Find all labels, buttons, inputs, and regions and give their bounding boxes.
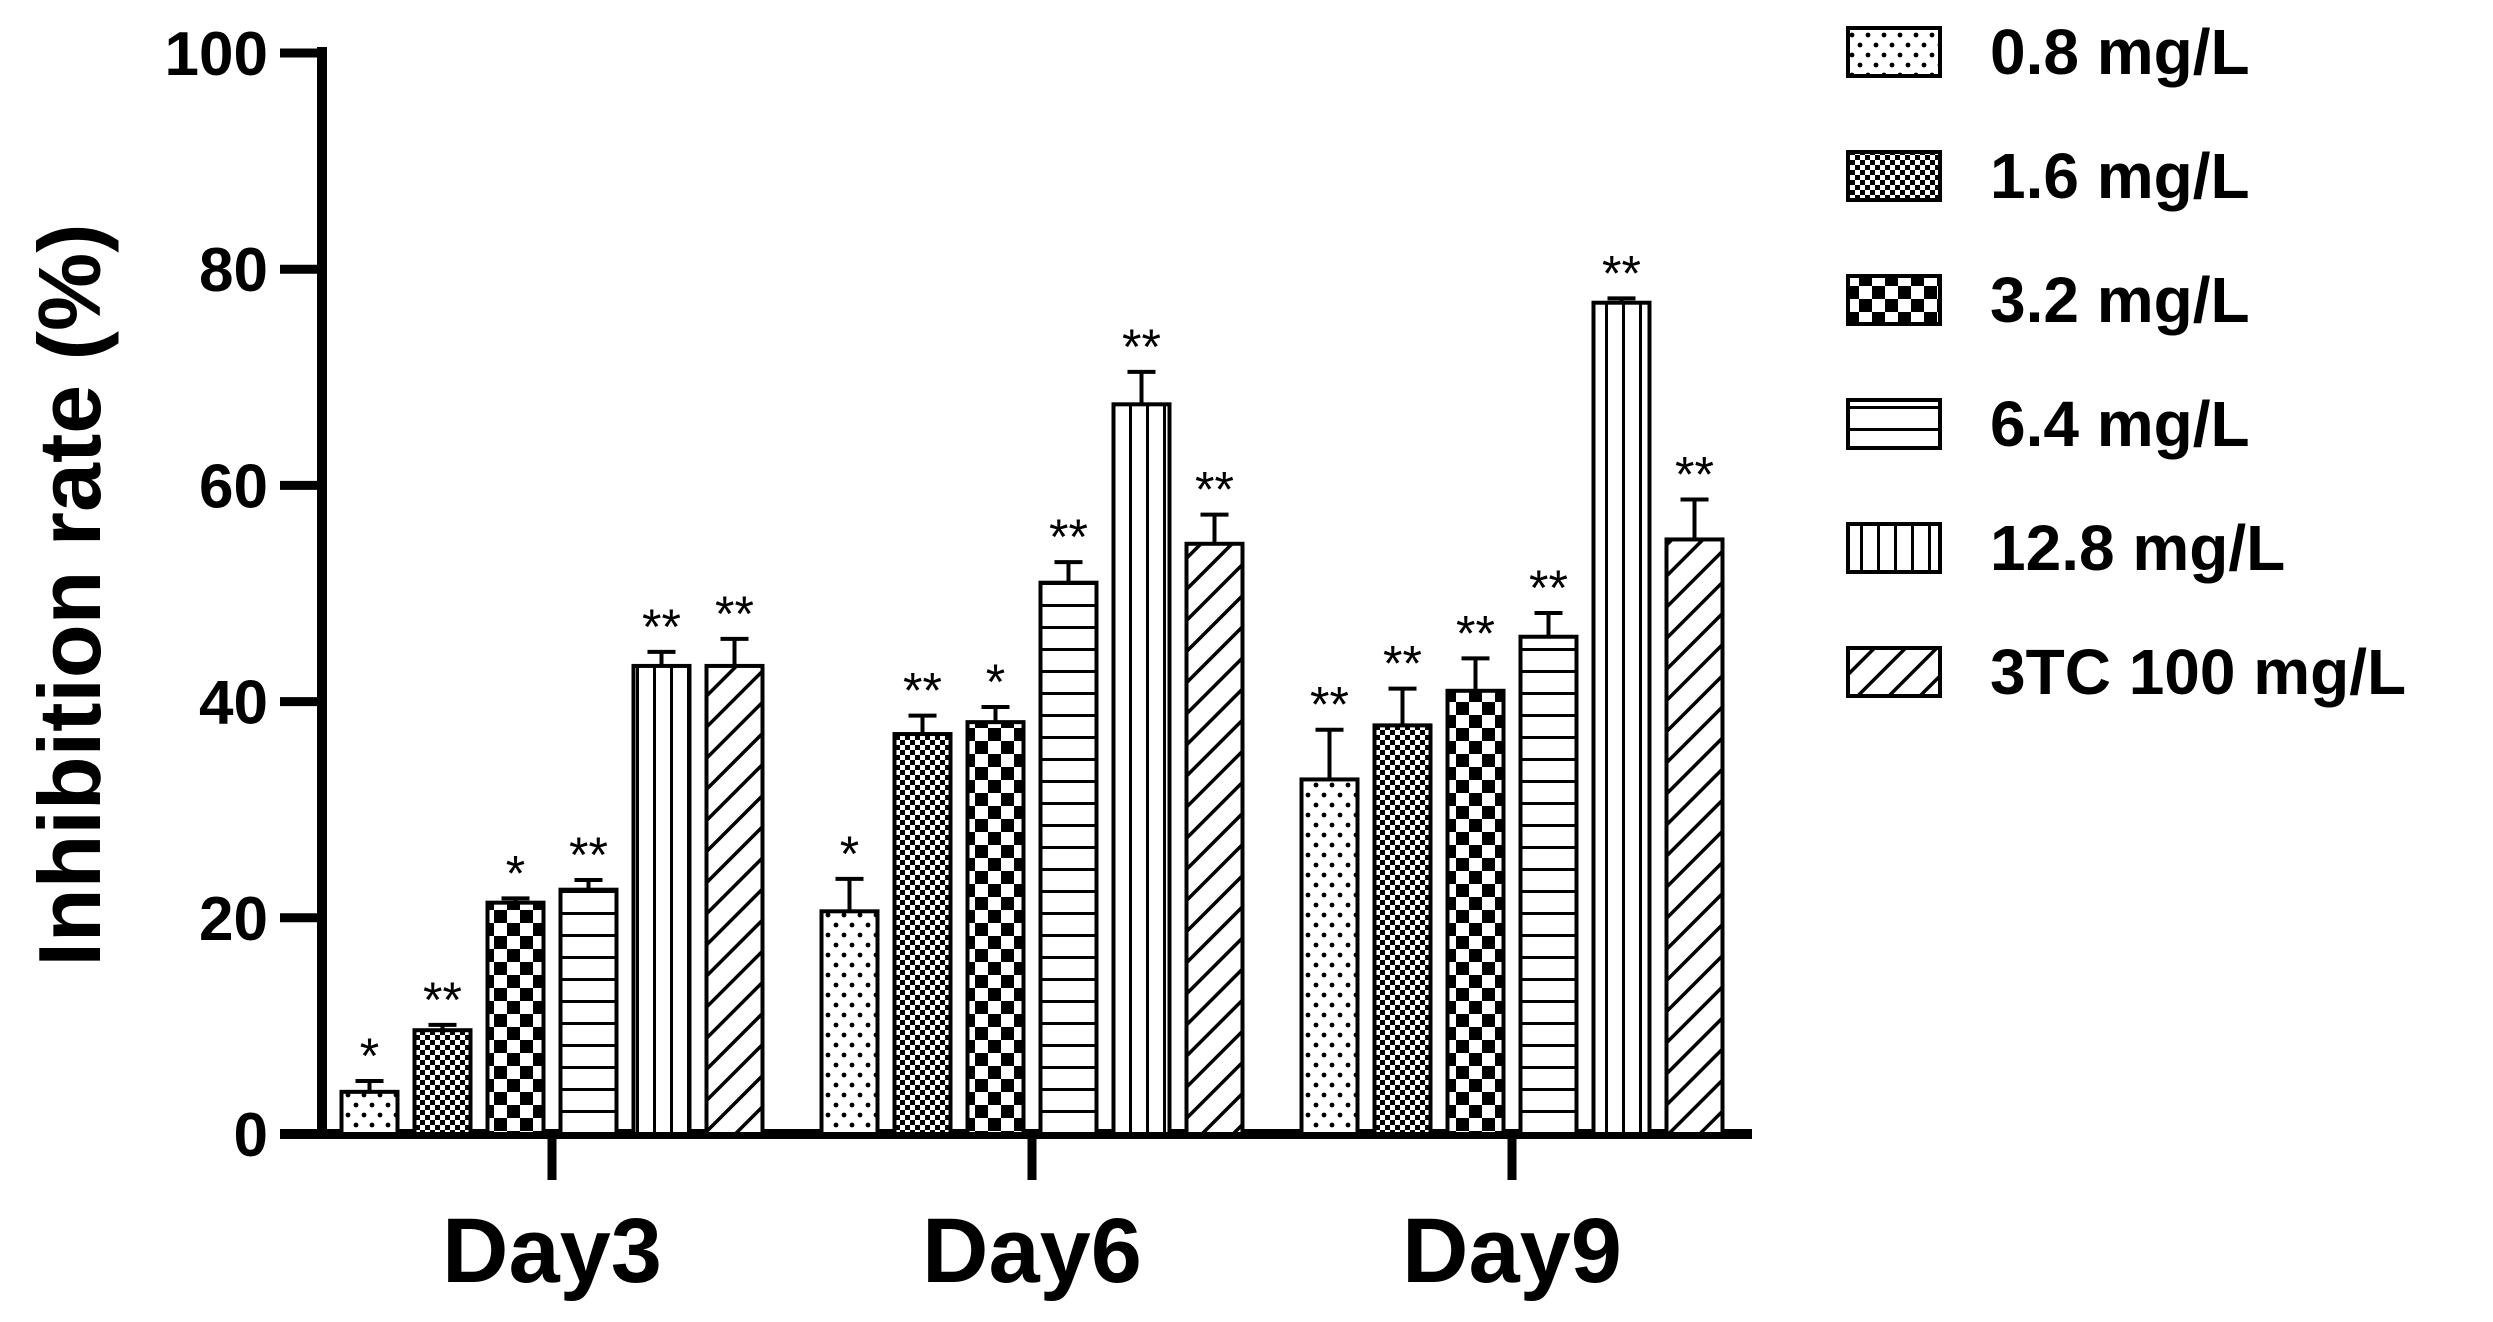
y-tick-label: 100 [165, 20, 268, 89]
significance-label: ** [1383, 636, 1422, 692]
bar-day6-6 [1184, 541, 1245, 1136]
significance-label: ** [1122, 319, 1161, 375]
bar-day6-3 [965, 720, 1026, 1136]
y-tick-label: 0 [234, 1101, 268, 1170]
x-category-label: Day3 [442, 1200, 662, 1302]
legend-swatch [1846, 522, 1942, 574]
significance-label: * [986, 654, 1005, 710]
y-axis-title: Inhibition rate (%) [20, 223, 119, 966]
bar-day3-2 [412, 1028, 473, 1136]
x-axis-ticks: Day3 Day6 Day9 [442, 1134, 1622, 1302]
bar-series: **** **** ***** ******************* [339, 245, 1725, 1137]
legend-swatch [1846, 398, 1942, 450]
significance-label: ** [1602, 245, 1641, 301]
bar-day3-1 [339, 1089, 400, 1136]
legend-swatch [1846, 274, 1942, 326]
bar-day9-3 [1445, 688, 1506, 1136]
significance-label: ** [1049, 509, 1088, 565]
y-tick-label: 60 [199, 452, 268, 521]
significance-label: * [360, 1028, 379, 1084]
bar-day6-4 [1038, 580, 1099, 1136]
significance-label: * [840, 826, 859, 882]
y-tick-label: 20 [199, 885, 268, 954]
x-category-label: Day6 [922, 1200, 1142, 1302]
significance-label: ** [1310, 677, 1349, 733]
significance-label: ** [1195, 462, 1234, 518]
bar-day6-1 [819, 909, 880, 1137]
legend-label: 1.6 mg/L [1990, 140, 2250, 212]
bar-day9-5 [1591, 300, 1652, 1136]
significance-label: ** [569, 827, 608, 883]
legend-label: 12.8 mg/L [1990, 512, 2285, 584]
significance-label: ** [715, 586, 754, 642]
legend-label: 0.8 mg/L [1990, 16, 2250, 88]
bar-day9-2 [1372, 723, 1433, 1137]
bar-day3-5 [631, 663, 692, 1136]
legend-swatch [1846, 26, 1942, 78]
legend-label: 3TC 100 mg/L [1990, 636, 2406, 708]
legend-swatch [1846, 150, 1942, 202]
bar-day3-3 [485, 900, 546, 1137]
significance-label: * [506, 845, 525, 901]
x-category-label: Day9 [1402, 1200, 1622, 1302]
bar-day9-6 [1664, 537, 1725, 1136]
significance-label: ** [1456, 605, 1495, 661]
legend-swatch [1846, 646, 1942, 698]
significance-label: ** [1675, 446, 1714, 502]
bar-day3-6 [704, 663, 765, 1136]
bar-day9-4 [1518, 634, 1579, 1136]
y-axis-ticks: 0 20 40 60 80 100 [165, 20, 322, 1170]
legend-label: 3.2 mg/L [1990, 264, 2250, 336]
significance-label: ** [903, 663, 942, 719]
legend: 0.8 mg/L 1.6 mg/L 3.2 mg/L 6.4 mg/L 12.8 mg/… [1846, 16, 2406, 708]
significance-label: ** [1529, 560, 1568, 616]
y-tick-label: 40 [199, 669, 268, 738]
bar-day3-4 [558, 887, 619, 1136]
y-tick-label: 80 [199, 236, 268, 305]
bar-day6-5 [1111, 402, 1172, 1136]
significance-label: ** [642, 599, 681, 655]
bar-day9-1 [1299, 777, 1360, 1136]
legend-label: 6.4 mg/L [1990, 388, 2250, 460]
bar-day6-2 [892, 732, 953, 1137]
significance-label: ** [423, 972, 462, 1028]
